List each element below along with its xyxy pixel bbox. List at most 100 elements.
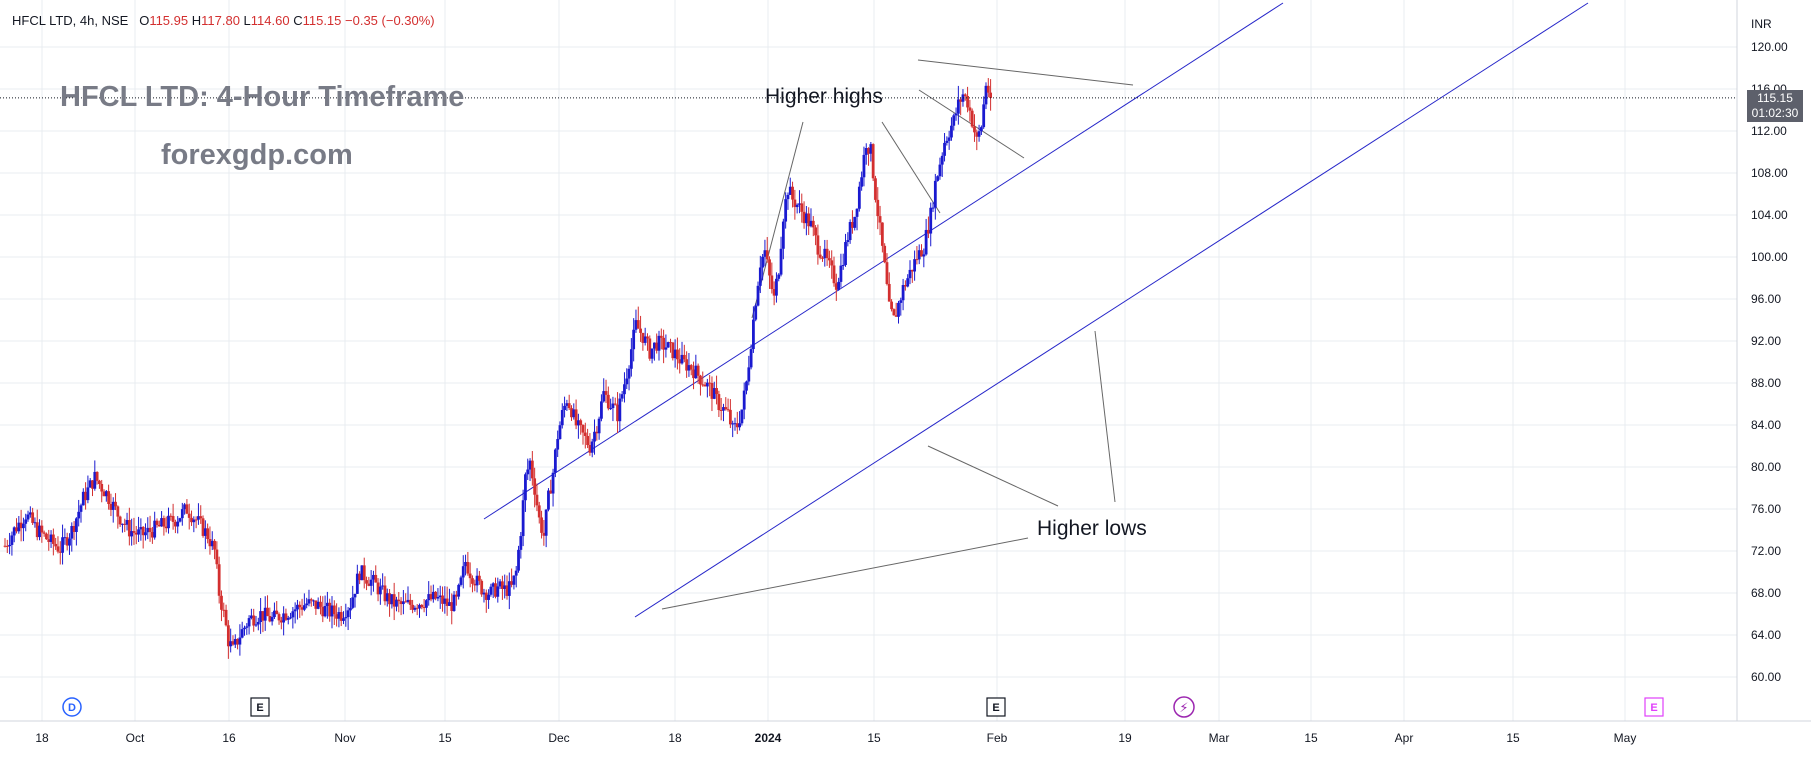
candle-body	[857, 186, 861, 209]
earnings-event-marker-future[interactable]: E	[1644, 697, 1664, 717]
candle-body	[111, 501, 115, 510]
candle-body	[749, 349, 753, 368]
candle-body	[604, 391, 608, 395]
candle-body	[436, 596, 440, 599]
time-tick-label: 15	[438, 731, 452, 745]
candle-body	[70, 526, 74, 539]
candle-body	[413, 607, 417, 610]
candle-body	[821, 257, 824, 259]
candle-body	[229, 641, 233, 647]
candle-body	[263, 607, 267, 621]
candle-body	[864, 148, 868, 155]
candle-body	[243, 627, 246, 630]
candle-body	[81, 491, 85, 506]
candle-body	[51, 534, 55, 544]
price-scale[interactable]: 60.00 64.00 68.00 72.00 76.00 80.00 84.00 88.00…	[1751, 40, 1788, 684]
candle-body	[93, 471, 97, 489]
candle-body	[793, 199, 797, 208]
candle-body	[169, 515, 173, 517]
candle-body	[726, 409, 730, 411]
candle-body	[563, 405, 566, 411]
time-tick-label: Mar	[1209, 731, 1230, 745]
candle-body	[952, 115, 956, 126]
price-tick-label: 108.00	[1751, 166, 1788, 180]
candle-body	[685, 359, 689, 371]
candles[interactable]	[3, 78, 992, 659]
candle-body	[355, 573, 359, 594]
candle-body	[885, 262, 889, 284]
candle-body	[786, 194, 790, 200]
candle-body	[459, 577, 463, 585]
candle-body	[804, 213, 808, 224]
candle-body	[765, 250, 769, 260]
candle-body	[970, 110, 974, 127]
candle-body	[867, 148, 870, 154]
candle-body	[206, 528, 210, 540]
candle-body	[471, 578, 474, 584]
annotation-pointer-line	[661, 537, 1029, 610]
trend-channel[interactable]	[483, 2, 1589, 618]
watermark-site: forexgdp.com	[161, 139, 353, 171]
candle-body	[897, 302, 900, 317]
candle-body	[524, 474, 527, 501]
candle-body	[505, 585, 509, 596]
candle-body	[378, 586, 382, 595]
candle-body	[514, 570, 518, 576]
candle-body	[823, 248, 827, 259]
earnings-event-marker-1[interactable]: E	[250, 697, 270, 717]
time-axis[interactable]: 18 Oct 16 Nov 15 Dec 18 2024 15 Feb 19 Mar 15 Apr 15 Ma…	[35, 731, 1636, 745]
candle-body	[252, 615, 256, 626]
annotation-pointer-line	[927, 445, 1059, 507]
candle-body	[487, 594, 490, 600]
candle-body	[533, 478, 537, 495]
price-tick-label: 96.00	[1751, 292, 1781, 306]
price-tick-label: 60.00	[1751, 670, 1781, 684]
close-label: C	[293, 13, 303, 28]
candle-body	[752, 319, 755, 350]
candle-body	[602, 391, 606, 402]
time-tick-label: May	[1614, 731, 1637, 745]
candle-body	[217, 564, 221, 596]
low-value: 114.60	[250, 13, 290, 28]
candle-body	[351, 597, 355, 608]
annotation-pointer-line	[881, 121, 941, 214]
candle-body	[588, 445, 592, 453]
candle-body	[623, 384, 626, 395]
earnings-event-label-2: E	[992, 702, 999, 714]
candle-body	[933, 180, 937, 208]
last-price-value: 115.15	[1757, 90, 1793, 105]
candle-body	[362, 565, 366, 581]
earnings-event-marker-2[interactable]: E	[986, 697, 1006, 717]
candle-body	[936, 176, 940, 181]
dividend-event-marker[interactable]: D	[62, 697, 82, 717]
candle-body	[150, 531, 154, 538]
split-event-marker[interactable]: ⚡	[1173, 696, 1195, 718]
close-value: 115.15	[302, 13, 342, 28]
candle-body	[353, 593, 357, 598]
channel-lower-line	[634, 2, 1589, 618]
candle-body	[595, 431, 599, 434]
candle-body	[781, 221, 785, 249]
time-tick-label: Dec	[548, 731, 569, 745]
candle-body	[576, 420, 580, 426]
candle-body	[977, 131, 981, 137]
candle-body	[226, 625, 230, 647]
candle-body	[517, 549, 520, 571]
candle-body	[692, 369, 695, 379]
candle-body	[259, 611, 263, 622]
currency-label: INR	[1751, 17, 1772, 31]
annotation-pointer-line	[1094, 330, 1116, 503]
candle-body	[540, 517, 543, 533]
candle-body	[883, 245, 887, 263]
candle-body	[680, 354, 684, 364]
candle-body	[973, 126, 976, 133]
candle-body	[853, 216, 857, 228]
candle-body	[788, 186, 792, 195]
candle-body	[450, 602, 454, 611]
candle-body	[510, 581, 514, 585]
earnings-event-label-future: E	[1650, 702, 1657, 714]
symbol-label[interactable]: HFCL LTD, 4h, NSE	[12, 13, 129, 28]
candle-body	[956, 99, 960, 114]
